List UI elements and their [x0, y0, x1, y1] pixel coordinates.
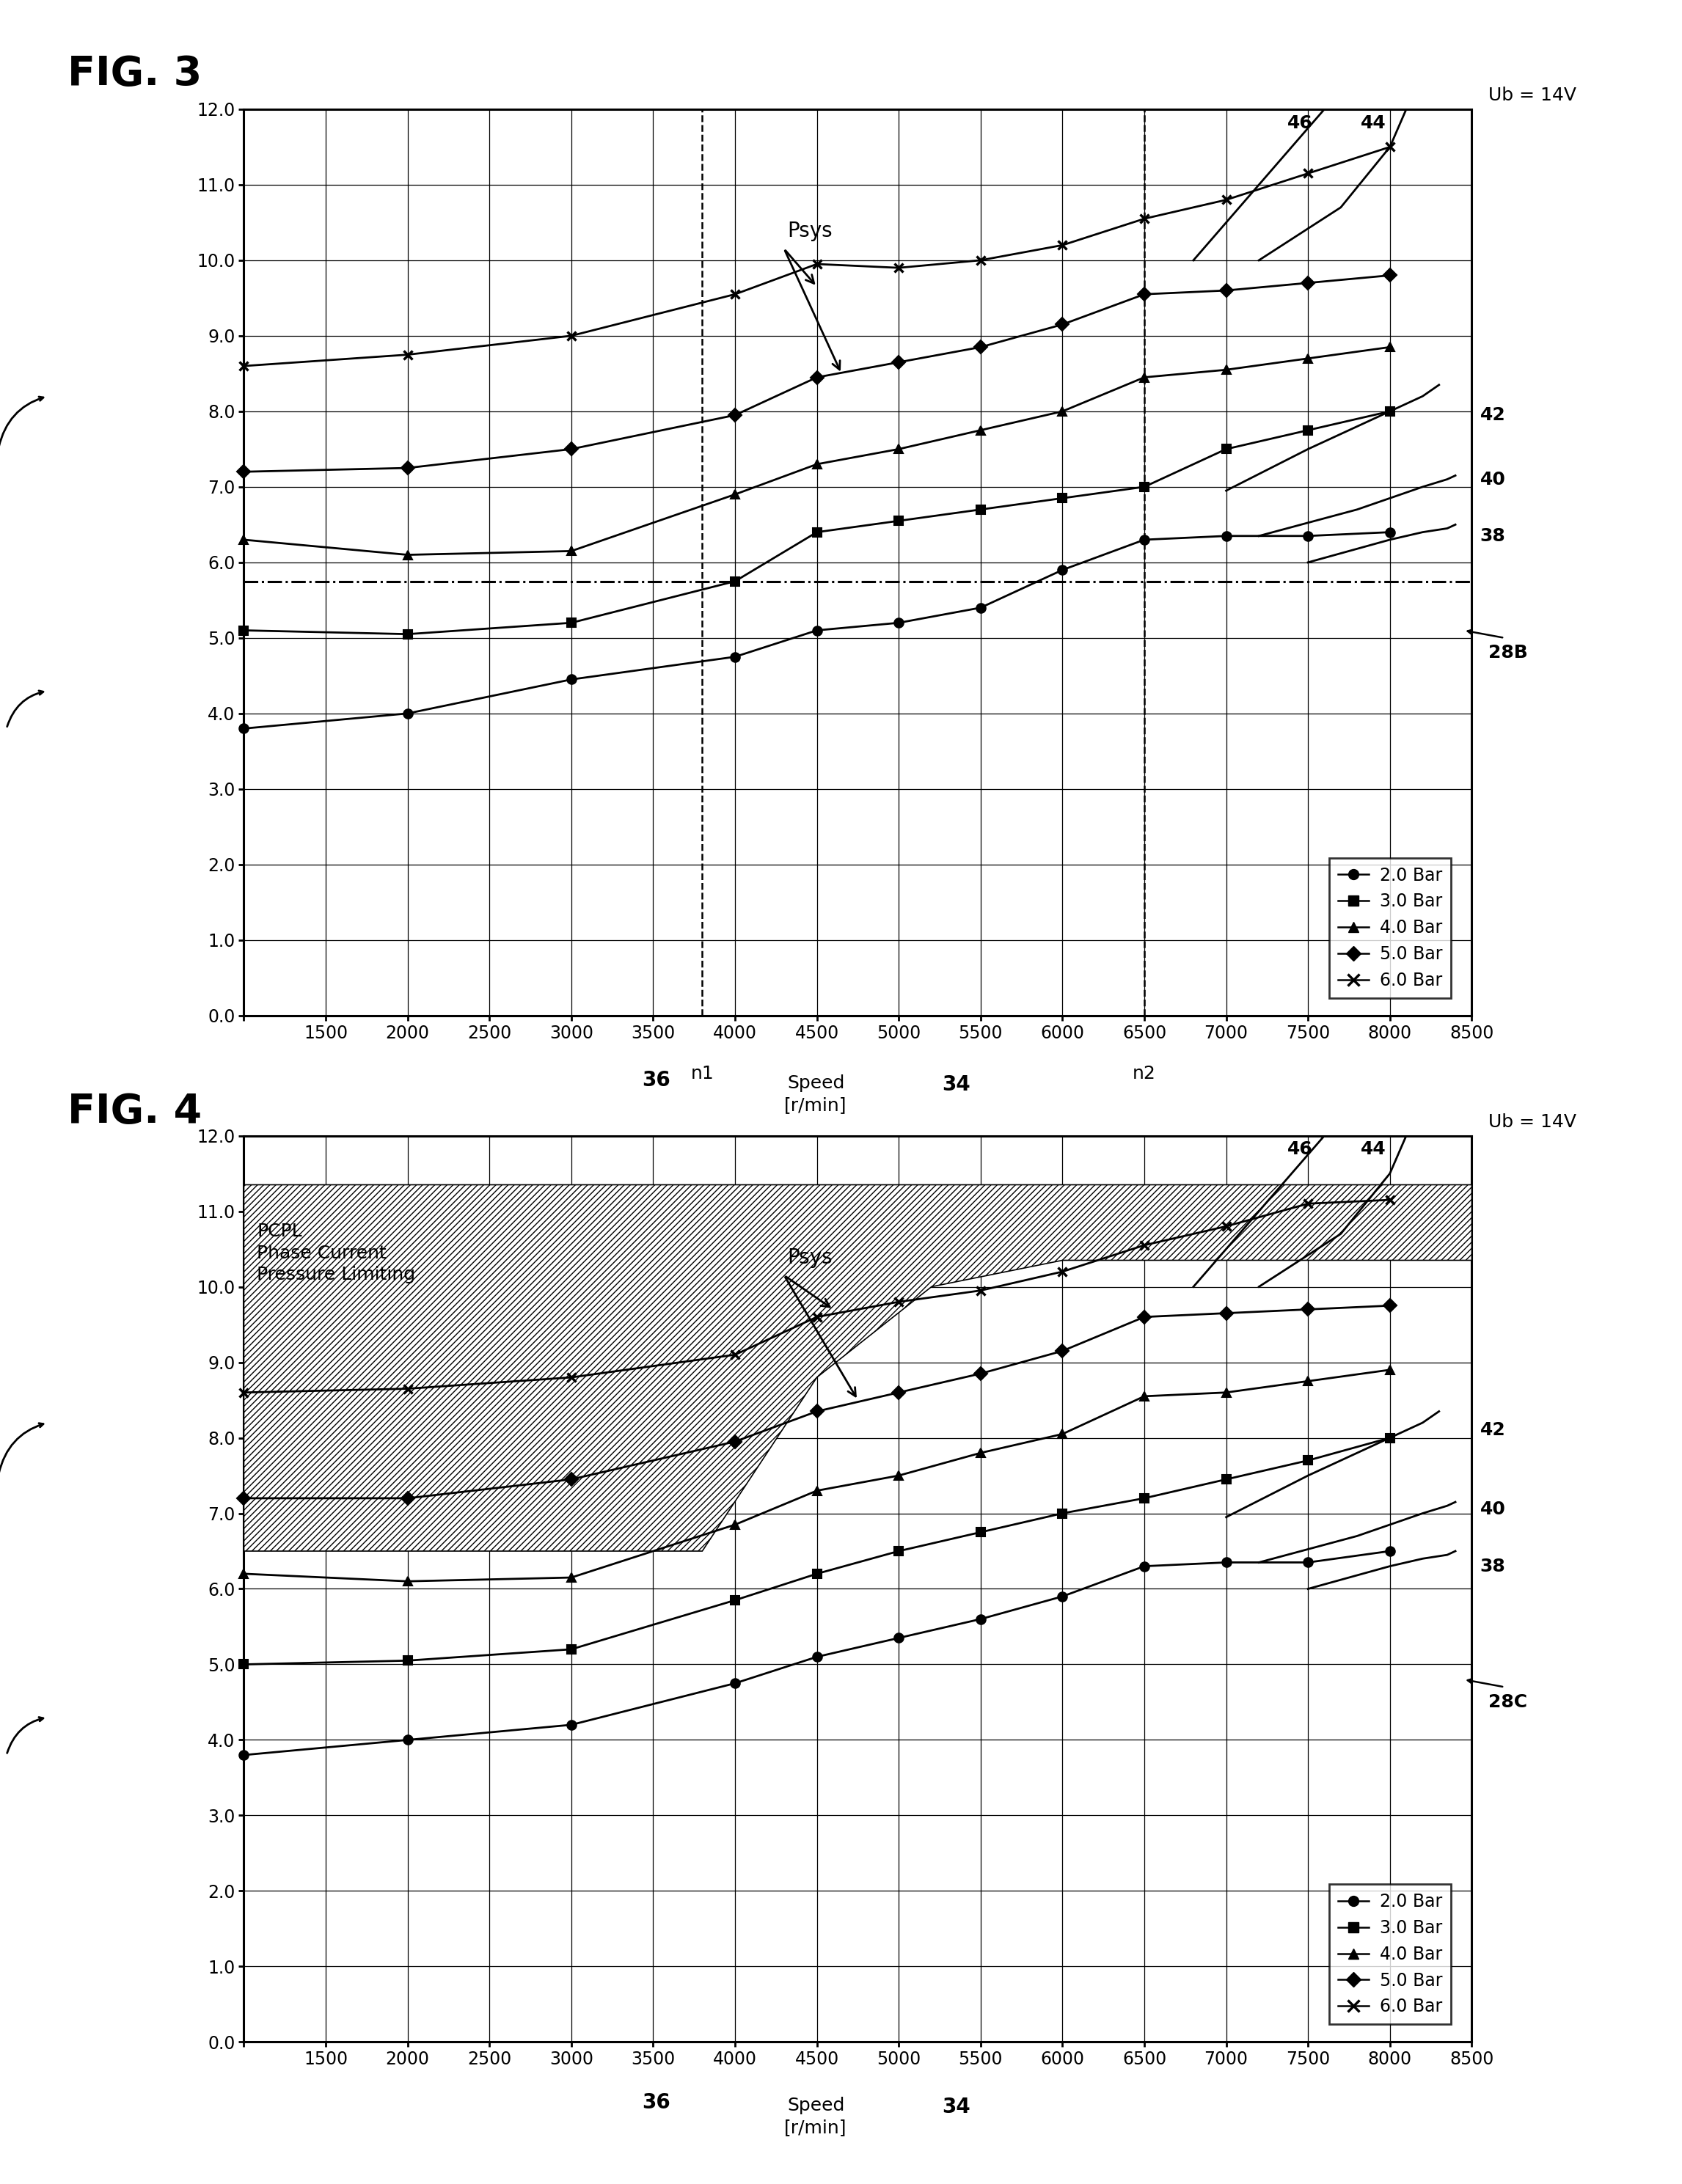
Text: 46: 46 [1287, 114, 1312, 131]
Text: 36: 36 [643, 1070, 669, 1090]
Text: Psys: Psys [787, 1247, 833, 1269]
Text: 38: 38 [1480, 1557, 1505, 1575]
Legend: 2.0 Bar, 3.0 Bar, 4.0 Bar, 5.0 Bar, 6.0 Bar: 2.0 Bar, 3.0 Bar, 4.0 Bar, 5.0 Bar, 6.0 … [1329, 858, 1452, 998]
Text: FIG. 4: FIG. 4 [67, 1092, 202, 1131]
Text: 34: 34 [942, 2097, 971, 2116]
Text: 44: 44 [1361, 1140, 1386, 1158]
Text: 40: 40 [1480, 1500, 1505, 1518]
Text: 28B: 28B [1489, 644, 1527, 662]
Text: 38: 38 [1480, 526, 1505, 544]
Text: 46: 46 [1287, 1140, 1312, 1158]
Legend: 2.0 Bar, 3.0 Bar, 4.0 Bar, 5.0 Bar, 6.0 Bar: 2.0 Bar, 3.0 Bar, 4.0 Bar, 5.0 Bar, 6.0 … [1329, 1885, 1452, 2025]
Text: n2: n2 [1132, 1064, 1156, 1083]
Text: Speed: Speed [787, 2097, 844, 2114]
Text: 42: 42 [1480, 406, 1505, 424]
Polygon shape [244, 1184, 1472, 1551]
Text: n1: n1 [691, 1064, 713, 1083]
Text: 44: 44 [1361, 114, 1386, 131]
Text: 34: 34 [942, 1075, 971, 1094]
Text: PCPL
Phase Current
Pressure Limiting: PCPL Phase Current Pressure Limiting [257, 1223, 415, 1284]
Text: 36: 36 [643, 2092, 669, 2112]
Text: Psys: Psys [787, 221, 833, 242]
Text: FIG. 3: FIG. 3 [67, 55, 202, 94]
Text: Ub = 14V: Ub = 14V [1489, 1114, 1576, 1131]
Text: [r/min]: [r/min] [784, 1096, 848, 1114]
Text: Speed: Speed [787, 1075, 844, 1092]
Text: [r/min]: [r/min] [784, 2118, 848, 2136]
Text: 28C: 28C [1489, 1693, 1527, 1710]
Text: 40: 40 [1480, 470, 1505, 487]
Text: Ub = 14V: Ub = 14V [1489, 87, 1576, 105]
Text: 42: 42 [1480, 1422, 1505, 1439]
